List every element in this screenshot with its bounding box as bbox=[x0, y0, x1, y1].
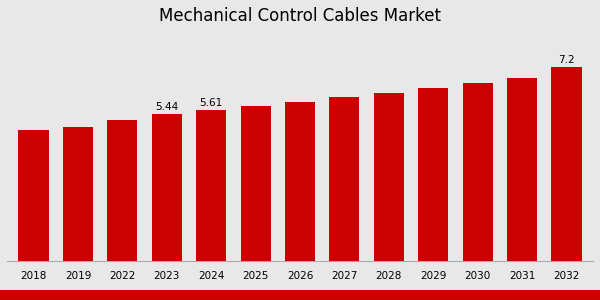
Title: Mechanical Control Cables Market: Mechanical Control Cables Market bbox=[159, 7, 441, 25]
Bar bbox=[329, 97, 359, 261]
Bar bbox=[196, 110, 226, 261]
Bar bbox=[374, 93, 404, 261]
Bar bbox=[19, 130, 49, 261]
Bar bbox=[551, 67, 581, 261]
Bar bbox=[241, 106, 271, 261]
Bar bbox=[418, 88, 448, 261]
Text: 5.44: 5.44 bbox=[155, 102, 178, 112]
Text: 5.61: 5.61 bbox=[200, 98, 223, 108]
Bar bbox=[107, 120, 137, 261]
Bar bbox=[152, 115, 182, 261]
Bar bbox=[507, 78, 537, 261]
Bar bbox=[63, 127, 93, 261]
Bar bbox=[285, 101, 315, 261]
Bar bbox=[463, 83, 493, 261]
Text: 7.2: 7.2 bbox=[558, 55, 575, 65]
